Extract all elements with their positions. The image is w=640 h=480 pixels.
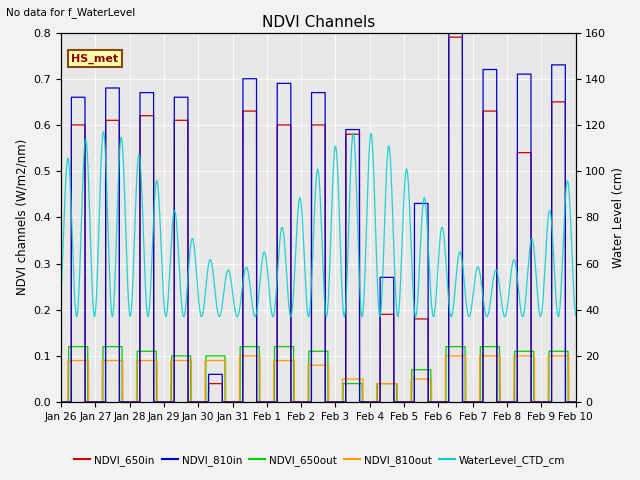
Legend: NDVI_650in, NDVI_810in, NDVI_650out, NDVI_810out, WaterLevel_CTD_cm: NDVI_650in, NDVI_810in, NDVI_650out, NDV… (70, 451, 570, 470)
Text: No data for f_WaterLevel: No data for f_WaterLevel (6, 7, 136, 18)
Text: HS_met: HS_met (71, 53, 118, 63)
Y-axis label: Water Level (cm): Water Level (cm) (612, 167, 625, 268)
Title: NDVI Channels: NDVI Channels (262, 15, 375, 30)
Y-axis label: NDVI channels (W/m2/nm): NDVI channels (W/m2/nm) (15, 139, 28, 296)
